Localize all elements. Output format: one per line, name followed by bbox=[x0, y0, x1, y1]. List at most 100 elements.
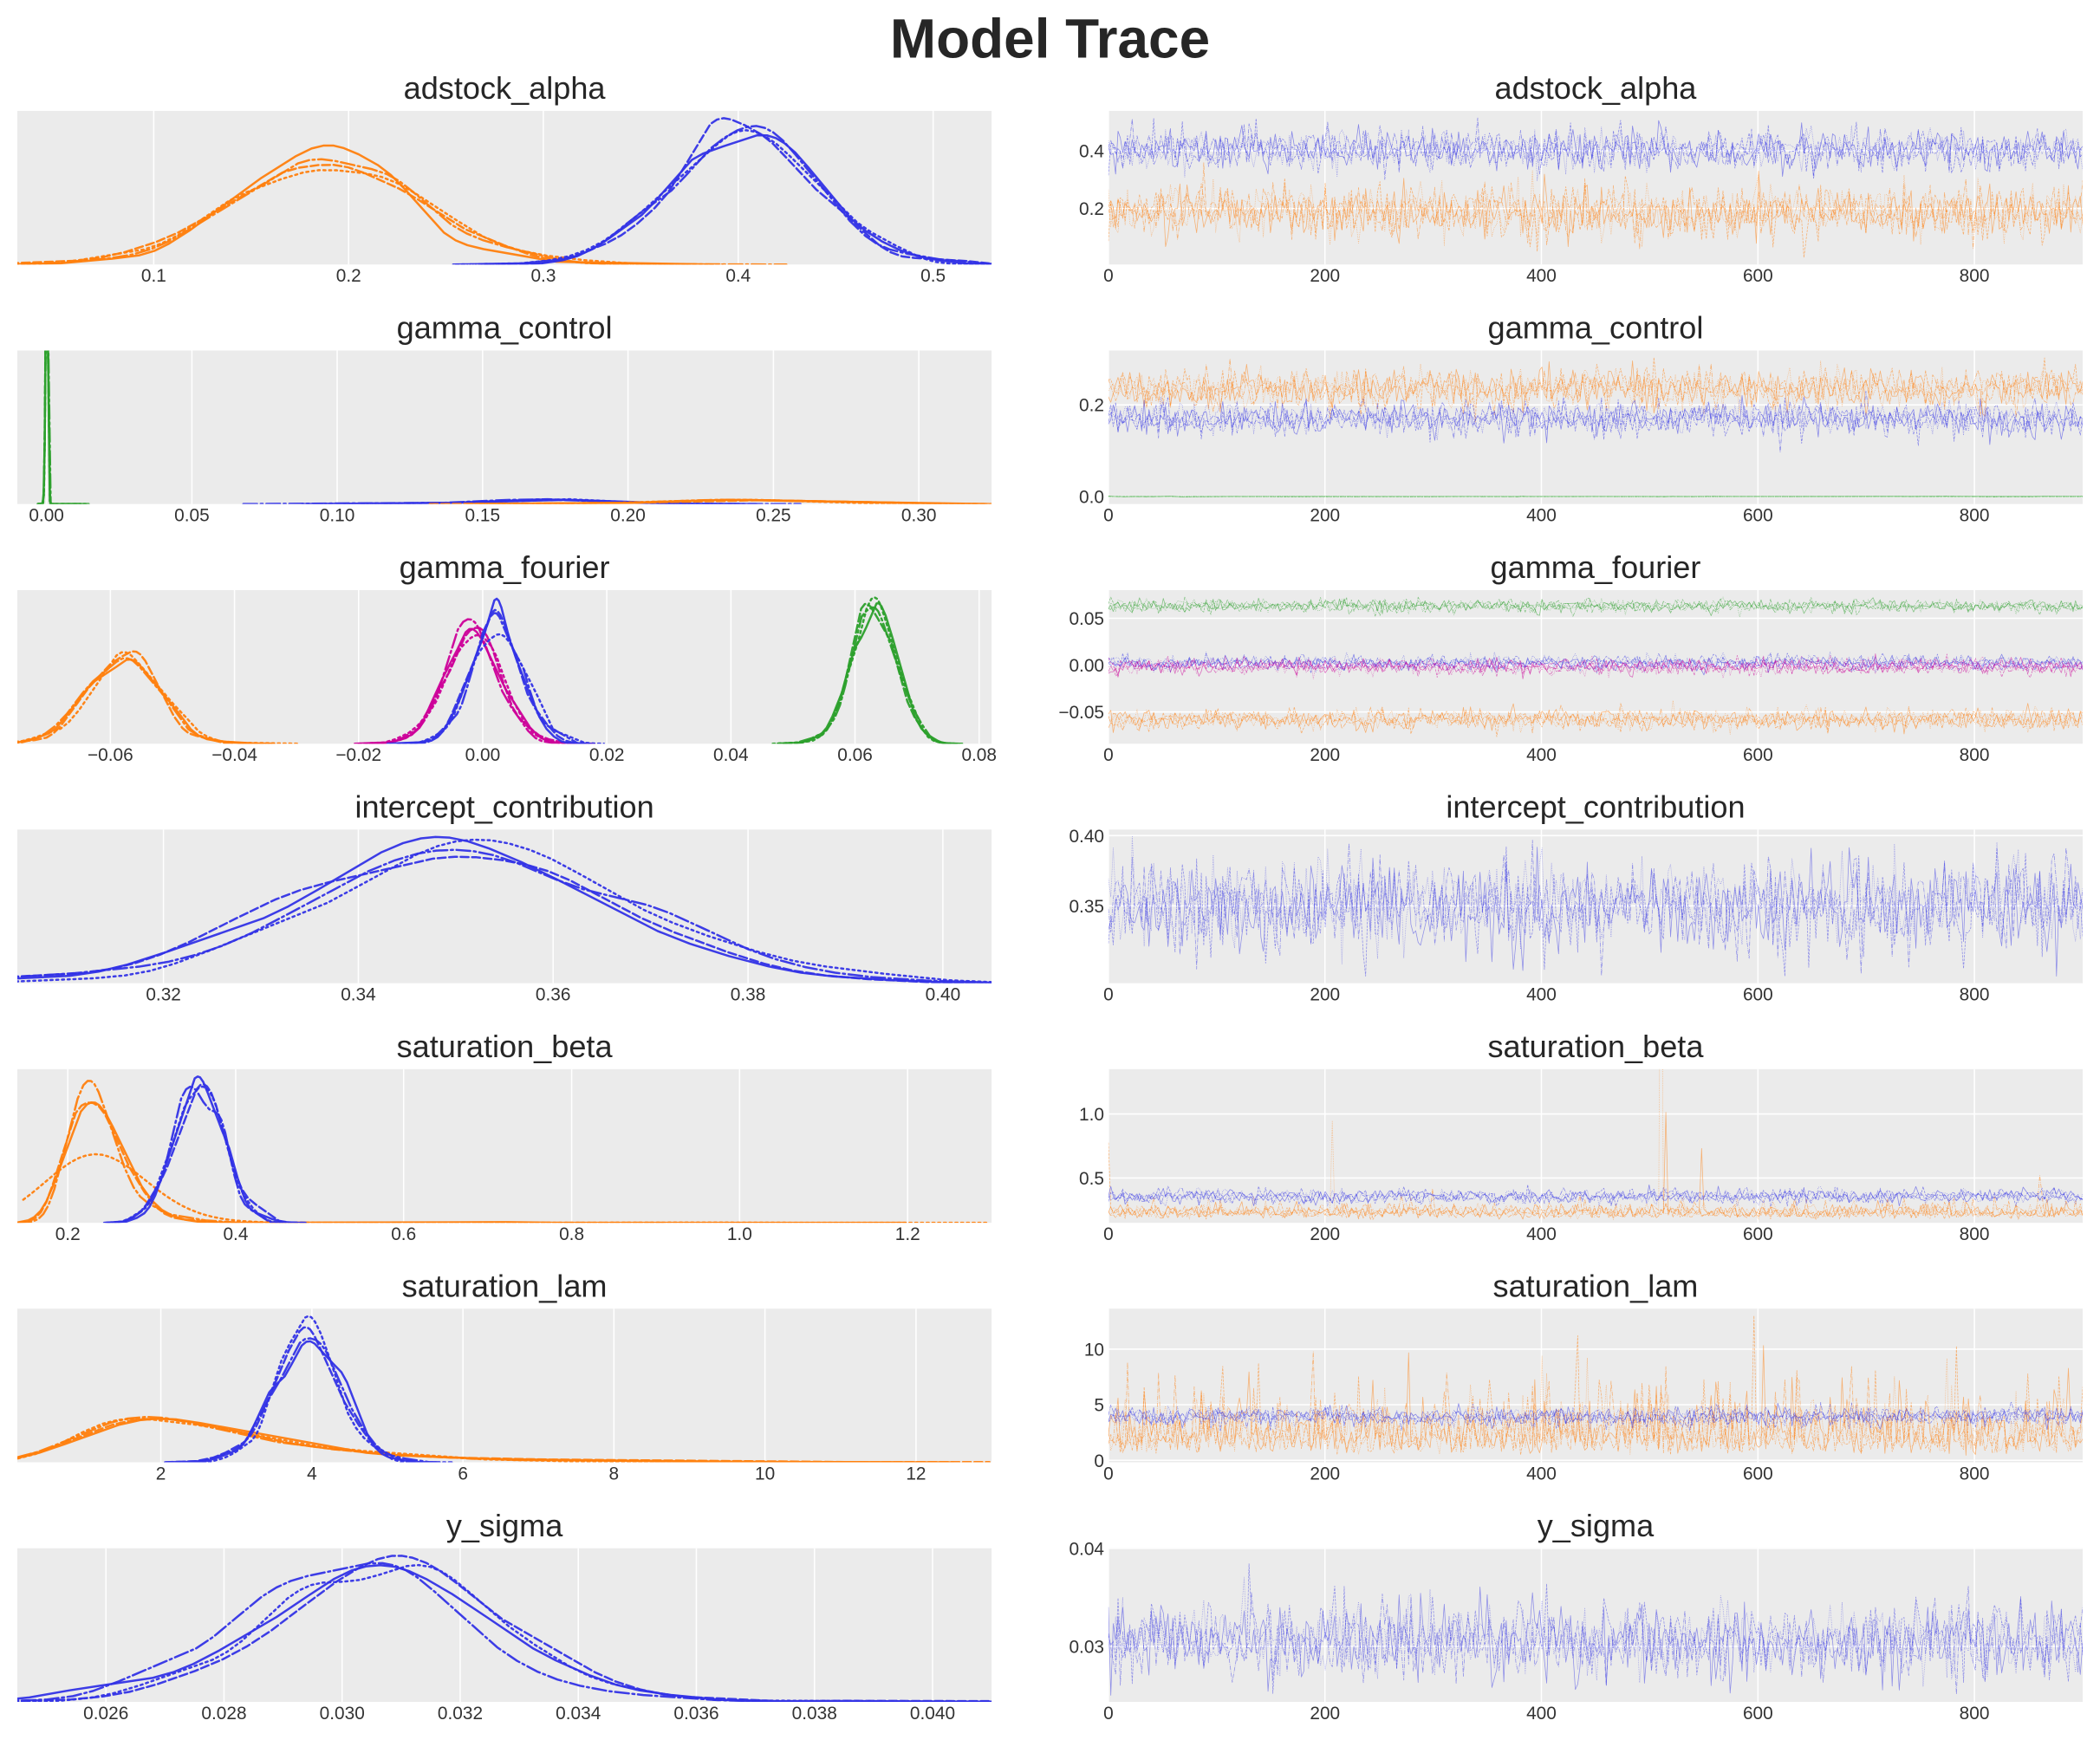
svg-text:400: 400 bbox=[1526, 1464, 1557, 1484]
svg-text:0.3: 0.3 bbox=[530, 266, 556, 286]
svg-text:600: 600 bbox=[1743, 985, 1773, 1005]
svg-text:12: 12 bbox=[906, 1464, 926, 1484]
svg-text:gamma_fourier: gamma_fourier bbox=[1491, 549, 1701, 585]
svg-text:−0.06: −0.06 bbox=[88, 745, 133, 765]
svg-text:0.00: 0.00 bbox=[465, 745, 501, 765]
svg-text:0.2: 0.2 bbox=[55, 1224, 81, 1244]
svg-text:800: 800 bbox=[1960, 266, 1990, 286]
svg-text:800: 800 bbox=[1960, 1464, 1990, 1484]
svg-text:200: 200 bbox=[1310, 1704, 1340, 1724]
svg-text:0.40: 0.40 bbox=[926, 985, 961, 1005]
svg-text:0.40: 0.40 bbox=[1069, 827, 1104, 847]
svg-text:0.5: 0.5 bbox=[920, 266, 946, 286]
svg-text:0.00: 0.00 bbox=[29, 506, 64, 526]
svg-text:0.15: 0.15 bbox=[465, 506, 501, 526]
svg-text:0: 0 bbox=[1103, 266, 1114, 286]
svg-text:saturation_lam: saturation_lam bbox=[402, 1268, 608, 1303]
svg-text:0.35: 0.35 bbox=[1069, 897, 1104, 917]
svg-text:0.038: 0.038 bbox=[792, 1704, 837, 1724]
svg-text:gamma_control: gamma_control bbox=[397, 310, 613, 346]
svg-text:0.32: 0.32 bbox=[146, 985, 181, 1005]
svg-text:0.4: 0.4 bbox=[725, 266, 751, 286]
svg-text:Model Trace: Model Trace bbox=[890, 8, 1210, 70]
svg-text:0.4: 0.4 bbox=[223, 1224, 248, 1244]
svg-text:saturation_beta: saturation_beta bbox=[1487, 1029, 1704, 1064]
svg-text:200: 200 bbox=[1310, 506, 1340, 526]
svg-text:400: 400 bbox=[1526, 1704, 1557, 1724]
svg-text:800: 800 bbox=[1960, 1704, 1990, 1724]
svg-text:0.2: 0.2 bbox=[1079, 396, 1104, 416]
svg-text:0: 0 bbox=[1103, 506, 1114, 526]
svg-text:0.05: 0.05 bbox=[174, 506, 210, 526]
svg-text:0.032: 0.032 bbox=[438, 1704, 483, 1724]
svg-text:600: 600 bbox=[1743, 266, 1773, 286]
svg-text:6: 6 bbox=[458, 1464, 468, 1484]
svg-text:0: 0 bbox=[1094, 1451, 1104, 1471]
svg-text:0: 0 bbox=[1103, 745, 1114, 765]
svg-text:800: 800 bbox=[1960, 745, 1990, 765]
svg-text:y_sigma: y_sigma bbox=[1538, 1508, 1655, 1543]
svg-text:5: 5 bbox=[1094, 1396, 1104, 1416]
svg-text:0.028: 0.028 bbox=[201, 1704, 246, 1724]
svg-text:0: 0 bbox=[1103, 1224, 1114, 1244]
svg-text:−0.05: −0.05 bbox=[1058, 703, 1104, 723]
svg-text:0.08: 0.08 bbox=[961, 745, 997, 765]
svg-text:0.03: 0.03 bbox=[1069, 1637, 1104, 1657]
svg-text:1.2: 1.2 bbox=[895, 1224, 920, 1244]
svg-text:0.02: 0.02 bbox=[589, 745, 625, 765]
svg-text:0.2: 0.2 bbox=[1079, 199, 1104, 219]
svg-text:8: 8 bbox=[609, 1464, 620, 1484]
svg-text:0.1: 0.1 bbox=[141, 266, 166, 286]
svg-text:intercept_contribution: intercept_contribution bbox=[1446, 789, 1745, 824]
svg-text:0.026: 0.026 bbox=[83, 1704, 128, 1724]
svg-text:0.4: 0.4 bbox=[1079, 142, 1104, 162]
svg-text:600: 600 bbox=[1743, 1224, 1773, 1244]
svg-text:400: 400 bbox=[1526, 266, 1557, 286]
svg-text:200: 200 bbox=[1310, 745, 1340, 765]
svg-text:saturation_lam: saturation_lam bbox=[1493, 1268, 1699, 1303]
svg-text:600: 600 bbox=[1743, 745, 1773, 765]
svg-text:gamma_fourier: gamma_fourier bbox=[400, 549, 610, 585]
svg-text:200: 200 bbox=[1310, 1224, 1340, 1244]
svg-text:0.38: 0.38 bbox=[731, 985, 766, 1005]
svg-text:0: 0 bbox=[1103, 1704, 1114, 1724]
svg-text:intercept_contribution: intercept_contribution bbox=[354, 789, 653, 824]
svg-text:0: 0 bbox=[1103, 1464, 1114, 1484]
svg-text:0.2: 0.2 bbox=[336, 266, 361, 286]
svg-text:0.34: 0.34 bbox=[341, 985, 376, 1005]
svg-text:0.034: 0.034 bbox=[556, 1704, 601, 1724]
svg-text:1.0: 1.0 bbox=[727, 1224, 752, 1244]
svg-text:800: 800 bbox=[1960, 1224, 1990, 1244]
svg-text:0.030: 0.030 bbox=[320, 1704, 365, 1724]
svg-text:0.25: 0.25 bbox=[756, 506, 791, 526]
svg-text:800: 800 bbox=[1960, 506, 1990, 526]
svg-text:adstock_alpha: adstock_alpha bbox=[1495, 70, 1698, 106]
svg-text:0.36: 0.36 bbox=[536, 985, 571, 1005]
svg-text:0.040: 0.040 bbox=[910, 1704, 955, 1724]
svg-text:0.8: 0.8 bbox=[559, 1224, 584, 1244]
svg-text:200: 200 bbox=[1310, 985, 1340, 1005]
svg-text:2: 2 bbox=[156, 1464, 166, 1484]
svg-text:saturation_beta: saturation_beta bbox=[397, 1029, 614, 1064]
svg-text:0: 0 bbox=[1103, 985, 1114, 1005]
svg-text:adstock_alpha: adstock_alpha bbox=[404, 70, 607, 106]
svg-text:0.036: 0.036 bbox=[673, 1704, 718, 1724]
svg-text:0.0: 0.0 bbox=[1079, 488, 1104, 508]
svg-text:4: 4 bbox=[307, 1464, 317, 1484]
svg-text:gamma_control: gamma_control bbox=[1488, 310, 1704, 346]
svg-text:1.0: 1.0 bbox=[1079, 1105, 1104, 1125]
svg-text:10: 10 bbox=[1084, 1340, 1104, 1360]
svg-text:0.10: 0.10 bbox=[320, 506, 355, 526]
svg-text:0.5: 0.5 bbox=[1079, 1169, 1104, 1189]
svg-text:400: 400 bbox=[1526, 745, 1557, 765]
svg-text:0.30: 0.30 bbox=[901, 506, 937, 526]
svg-text:0.05: 0.05 bbox=[1069, 609, 1104, 629]
svg-text:0.00: 0.00 bbox=[1069, 656, 1104, 676]
svg-text:200: 200 bbox=[1310, 266, 1340, 286]
svg-text:600: 600 bbox=[1743, 506, 1773, 526]
svg-text:0.04: 0.04 bbox=[1069, 1539, 1104, 1559]
svg-text:200: 200 bbox=[1310, 1464, 1340, 1484]
svg-text:600: 600 bbox=[1743, 1464, 1773, 1484]
svg-text:400: 400 bbox=[1526, 506, 1557, 526]
svg-text:−0.02: −0.02 bbox=[335, 745, 381, 765]
